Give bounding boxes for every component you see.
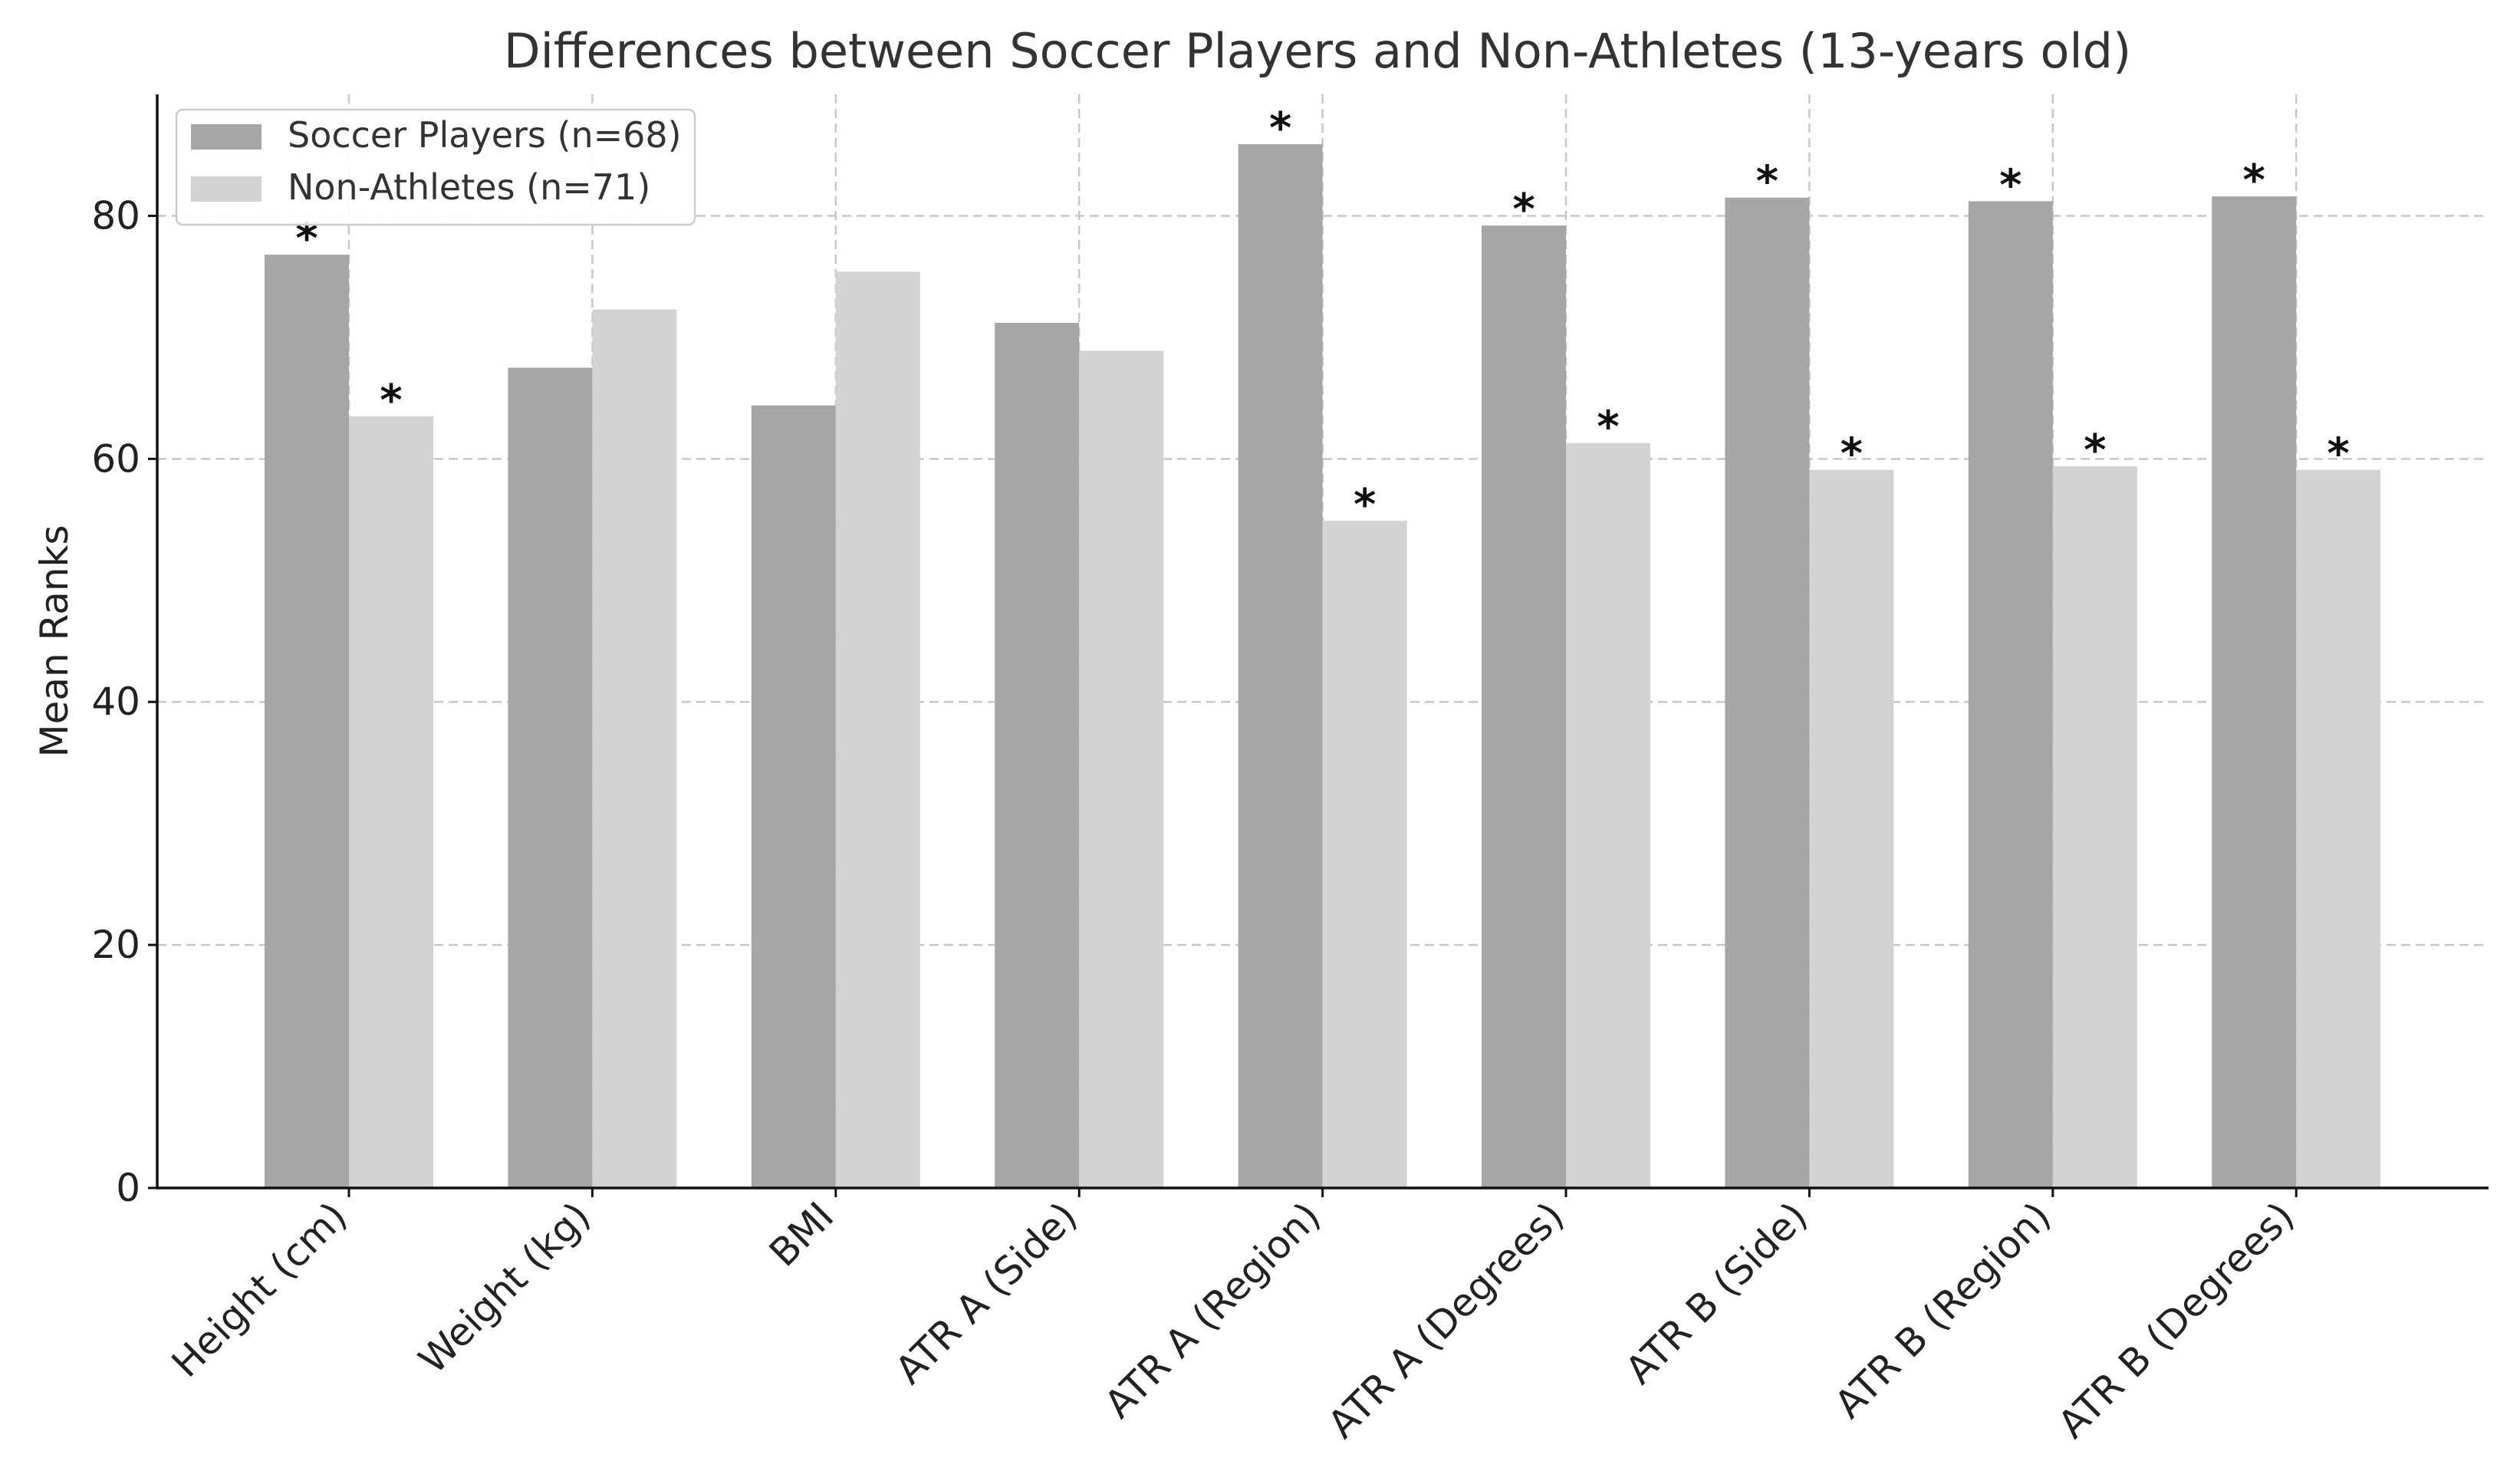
- bar-non-athletes: [1322, 521, 1407, 1188]
- x-tick-label: Weight (kg): [410, 1193, 599, 1382]
- y-tick-label: 60: [91, 436, 140, 481]
- bar-non-athletes: [2052, 466, 2137, 1188]
- x-tick-label: ATR B (Region): [1826, 1193, 2059, 1426]
- x-tick-label: ATR A (Region): [1096, 1193, 1329, 1426]
- significance-star: *: [1841, 429, 1863, 479]
- chart-title: Differences between Soccer Players and N…: [504, 23, 2131, 79]
- significance-star: *: [1597, 403, 1619, 452]
- significance-star: *: [380, 376, 402, 426]
- bar-non-athletes: [349, 416, 433, 1188]
- significance-star: *: [2327, 429, 2350, 479]
- bar-non-athletes: [592, 309, 677, 1188]
- bar-soccer-players: [2212, 196, 2297, 1189]
- significance-star: *: [1512, 185, 1535, 235]
- bar-soccer-players: [751, 405, 836, 1188]
- bar-soccer-players: [1968, 201, 2053, 1188]
- x-tick-label: ATR A (Side): [887, 1193, 1085, 1392]
- legend-swatch: [191, 176, 262, 202]
- x-tick-label: ATR A (Degrees): [1320, 1193, 1573, 1446]
- bar-non-athletes: [1079, 350, 1164, 1189]
- bar-soccer-players: [265, 255, 349, 1188]
- legend-box: [175, 108, 696, 226]
- y-tick-label: 40: [91, 679, 140, 724]
- bar-non-athletes: [1809, 469, 1894, 1188]
- y-axis-label: Mean Ranks: [32, 525, 77, 757]
- significance-star: *: [1999, 160, 2021, 210]
- bar-soccer-players: [1725, 197, 1810, 1189]
- bar-soccer-players: [1238, 143, 1323, 1189]
- significance-star: *: [1756, 157, 1778, 207]
- bar-non-athletes: [1566, 443, 1650, 1188]
- x-tick-label: BMI: [761, 1193, 842, 1275]
- bar-non-athletes: [2296, 469, 2381, 1188]
- legend-label: Soccer Players (n=68): [288, 114, 682, 156]
- significance-star: *: [1269, 104, 1291, 153]
- x-tick-label: Height (cm): [163, 1193, 356, 1386]
- bar-soccer-players: [508, 367, 593, 1188]
- significance-star: *: [1354, 480, 1376, 530]
- y-tick-label: 0: [116, 1166, 140, 1210]
- legend-swatch: [191, 124, 262, 150]
- bar-soccer-players: [995, 322, 1080, 1189]
- bars: [265, 143, 2381, 1189]
- bar-soccer-players: [1482, 225, 1566, 1188]
- x-tick-label: ATR B (Side): [1617, 1193, 1815, 1392]
- significance-star: *: [2243, 156, 2265, 206]
- x-tick-label: ATR B (Degrees): [2050, 1193, 2303, 1446]
- y-tick-label: 80: [91, 193, 140, 238]
- bar-non-athletes: [835, 271, 920, 1189]
- significance-star: *: [2084, 426, 2106, 475]
- legend: Soccer Players (n=68) Non-Athletes (n=71): [175, 108, 696, 226]
- legend-label: Non-Athletes (n=71): [288, 166, 650, 208]
- y-tick-label: 20: [91, 923, 140, 967]
